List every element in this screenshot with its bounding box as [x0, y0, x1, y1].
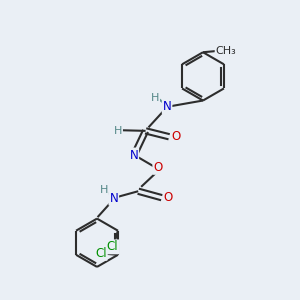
Text: O: O — [164, 191, 173, 204]
Text: O: O — [153, 161, 163, 174]
Text: H: H — [113, 126, 122, 136]
Text: N: N — [110, 192, 118, 205]
Text: H: H — [100, 185, 108, 195]
Text: N: N — [163, 100, 172, 113]
Text: H: H — [151, 93, 159, 103]
Text: O: O — [171, 130, 180, 143]
Text: Cl: Cl — [107, 240, 118, 254]
Text: N: N — [129, 148, 138, 161]
Text: Cl: Cl — [95, 247, 106, 260]
Text: CH₃: CH₃ — [216, 46, 236, 56]
